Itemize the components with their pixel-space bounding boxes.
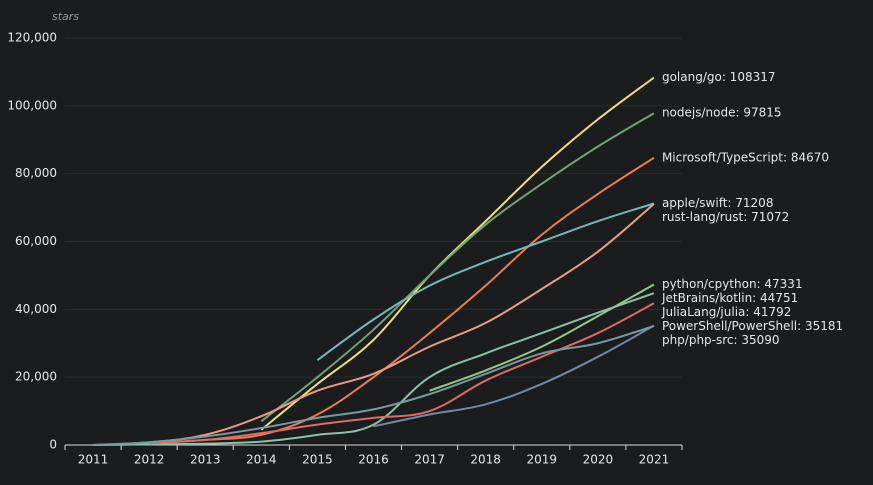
end-label: apple/swift: 71208: [662, 196, 774, 210]
line: [149, 302, 655, 445]
end-label: golang/go: 108317: [662, 70, 776, 84]
end-label: JetBrains/kotlin: 44751: [661, 291, 798, 305]
end-label: JuliaLang/julia: 41792: [661, 305, 791, 319]
x-tick-label: 2020: [583, 453, 614, 467]
line: [260, 112, 655, 423]
x-tick-label: 2019: [526, 453, 557, 467]
x-tick-label: 2011: [78, 453, 109, 467]
line: [373, 324, 655, 428]
y-axis-name: stars: [52, 10, 79, 23]
y-tick-label: 20,000: [15, 370, 57, 384]
x-tick-label: 2016: [358, 453, 389, 467]
line: [93, 292, 655, 446]
y-tick-label: 60,000: [15, 234, 57, 248]
x-tick-label: 2014: [246, 453, 277, 467]
end-label: rust-lang/rust: 71072: [662, 210, 789, 224]
y-tick-label: 80,000: [15, 166, 57, 180]
end-label: PowerShell/PowerShell: 35181: [662, 319, 843, 333]
y-tick-label: 0: [49, 438, 57, 452]
y-tick-label: 100,000: [7, 98, 57, 112]
line: [429, 283, 655, 392]
x-tick-label: 2021: [639, 453, 670, 467]
y-tick-label: 120,000: [7, 31, 57, 45]
x-tick-label: 2013: [190, 453, 221, 467]
line: [149, 156, 655, 445]
end-label: python/cpython: 47331: [662, 277, 803, 291]
line: [260, 76, 655, 431]
x-tick-label: 2018: [470, 453, 501, 467]
y-tick-label: 40,000: [15, 302, 57, 316]
x-tick-label: 2012: [134, 453, 165, 467]
end-label: nodejs/node: 97815: [662, 106, 782, 120]
end-label: Microsoft/TypeScript: 84670: [662, 150, 829, 164]
line: [92, 325, 655, 446]
line: [316, 202, 655, 362]
end-label: php/php-src: 35090: [662, 333, 780, 347]
x-tick-label: 2017: [414, 453, 445, 467]
x-tick-label: 2015: [302, 453, 333, 467]
